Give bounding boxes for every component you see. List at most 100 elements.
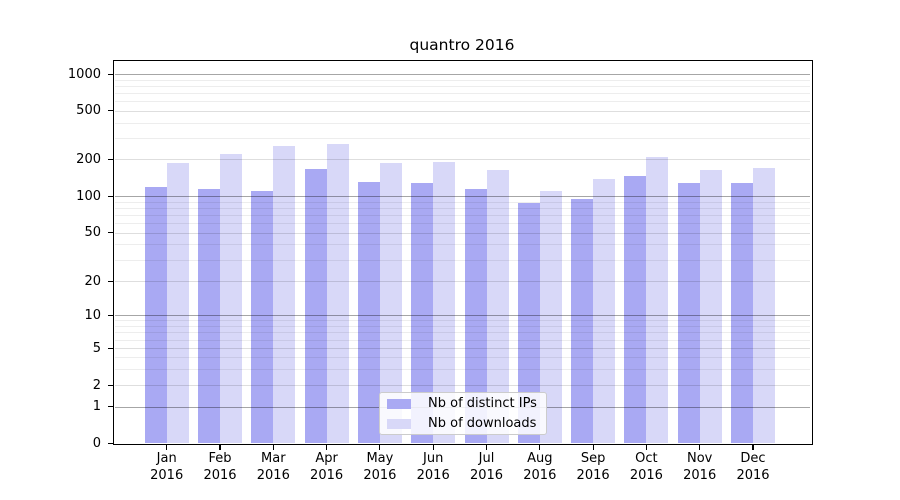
x-tick-mark xyxy=(326,445,328,450)
gridline xyxy=(115,74,810,75)
y-tick-label: 0 xyxy=(92,436,101,451)
gridline xyxy=(115,339,810,341)
bar-downloads xyxy=(646,156,669,444)
bar-downloads xyxy=(433,162,456,444)
gridline xyxy=(115,332,810,334)
bar-distinct-ips xyxy=(677,182,700,444)
gridline xyxy=(115,244,810,246)
x-tick-mark xyxy=(379,445,381,450)
bar-downloads xyxy=(539,190,562,444)
y-tick-mark xyxy=(108,73,113,75)
bar-downloads xyxy=(166,163,189,444)
legend-swatch-distinct-ips xyxy=(387,398,411,409)
y-tick-label: 5 xyxy=(92,340,101,356)
y-tick-mark xyxy=(108,406,113,408)
x-tick-label: Sep 2016 xyxy=(576,451,610,483)
x-tick-label: Nov 2016 xyxy=(683,451,717,483)
x-tick-mark xyxy=(219,445,221,450)
x-tick-mark xyxy=(272,445,274,450)
x-tick-mark xyxy=(645,445,647,450)
x-tick-label: Jul 2016 xyxy=(469,451,504,483)
bar-distinct-ips xyxy=(304,169,327,444)
y-tick-mark xyxy=(108,443,113,445)
y-tick-label: 50 xyxy=(84,225,101,241)
x-tick-label: Jun 2016 xyxy=(416,451,450,483)
x-tick-mark xyxy=(752,445,754,450)
bar-downloads xyxy=(220,153,242,444)
gridline xyxy=(115,348,810,350)
x-tick-mark xyxy=(166,445,168,450)
gridline xyxy=(115,214,810,216)
chart-title: quantro 2016 xyxy=(409,36,515,54)
x-tick-label: Aug 2016 xyxy=(523,451,557,483)
y-tick-label: 10 xyxy=(84,307,101,323)
legend-item-downloads: Nb of downloads xyxy=(387,415,546,433)
x-tick-label: Apr 2016 xyxy=(310,451,344,483)
x-tick-label: Dec 2016 xyxy=(736,451,770,483)
gridline xyxy=(115,137,810,139)
y-tick-mark xyxy=(108,347,113,349)
legend-label-downloads: Nb of downloads xyxy=(428,416,537,431)
gridline xyxy=(115,232,810,234)
x-tick-mark xyxy=(539,445,541,450)
bar-distinct-ips xyxy=(464,188,487,444)
gridline xyxy=(115,320,810,322)
gridline xyxy=(115,325,810,327)
legend-swatch-downloads xyxy=(387,418,411,429)
x-tick-label: Jan 2016 xyxy=(150,451,184,483)
bar-downloads xyxy=(379,163,402,444)
gridline xyxy=(115,196,810,197)
y-tick-mark xyxy=(108,232,113,234)
y-tick-label: 500 xyxy=(76,103,101,119)
gridline xyxy=(115,201,810,203)
gridline xyxy=(115,85,810,87)
bar-downloads xyxy=(486,170,509,444)
y-tick-label: 2 xyxy=(92,377,101,393)
bar-distinct-ips xyxy=(624,175,647,444)
x-tick-label: Feb 2016 xyxy=(203,451,237,483)
legend-label-distinct-ips: Nb of distinct IPs xyxy=(428,396,537,411)
bar-downloads xyxy=(273,145,296,444)
y-tick-mark xyxy=(108,195,113,197)
gridline xyxy=(115,207,810,209)
bar-distinct-ips xyxy=(251,190,274,444)
legend: Nb of distinct IPs Nb of downloads xyxy=(379,392,547,435)
bar-downloads xyxy=(593,179,616,444)
legend-item-distinct-ips: Nb of distinct IPs xyxy=(387,395,546,413)
gridline xyxy=(115,368,810,370)
y-tick-mark xyxy=(108,314,113,316)
bar-distinct-ips xyxy=(571,199,594,444)
bar-downloads xyxy=(326,144,349,444)
x-tick-mark xyxy=(699,445,701,450)
gridline xyxy=(115,259,810,261)
y-tick-mark xyxy=(108,110,113,112)
y-tick-label: 20 xyxy=(84,273,101,289)
gridline xyxy=(115,101,810,103)
y-tick-label: 100 xyxy=(76,188,101,204)
gridline xyxy=(115,92,810,94)
bar-distinct-ips xyxy=(411,182,434,444)
y-tick-label: 1000 xyxy=(67,66,101,82)
x-tick-label: Mar 2016 xyxy=(256,451,290,483)
y-tick-label: 1 xyxy=(92,399,101,415)
gridline xyxy=(115,110,810,112)
x-tick-mark xyxy=(592,445,594,450)
bar-distinct-ips xyxy=(198,189,220,444)
gridline xyxy=(115,357,810,359)
x-tick-label: May 2016 xyxy=(363,451,397,483)
y-tick-label: 200 xyxy=(76,151,101,167)
bar-distinct-ips xyxy=(144,187,167,444)
x-tick-mark xyxy=(432,445,434,450)
bar-distinct-ips xyxy=(731,182,753,444)
bar-downloads xyxy=(753,167,775,444)
y-tick-mark xyxy=(108,384,113,386)
bar-distinct-ips xyxy=(357,181,380,444)
y-tick-mark xyxy=(108,158,113,160)
gridline xyxy=(115,281,810,282)
x-tick-mark xyxy=(485,445,488,450)
x-tick-label: Oct 2016 xyxy=(629,451,663,483)
bar-downloads xyxy=(699,170,722,444)
gridline xyxy=(115,315,810,316)
gridline xyxy=(115,122,810,124)
